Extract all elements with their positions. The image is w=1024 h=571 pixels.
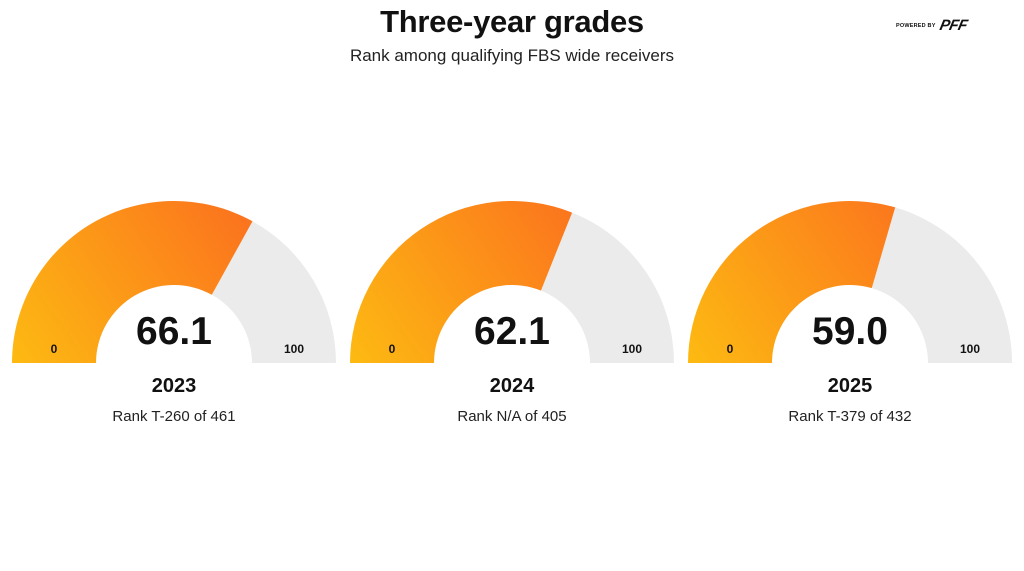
gauge-rank-2025: Rank T-379 of 432 bbox=[788, 408, 911, 425]
gauge-min-label: 0 bbox=[727, 342, 734, 356]
gauge-rank-2023: Rank T-260 of 461 bbox=[112, 408, 235, 425]
gauge-year-2025: 2025 bbox=[828, 375, 873, 397]
gauge-year-2024: 2024 bbox=[490, 375, 535, 397]
gauge-track-2024 bbox=[540, 212, 674, 363]
gauge-max-label: 100 bbox=[622, 342, 642, 356]
gauge-min-label: 0 bbox=[389, 342, 396, 356]
chart-subtitle: Rank among qualifying FBS wide receivers bbox=[349, 46, 675, 65]
gauge-max-label: 100 bbox=[960, 342, 980, 356]
gauge-value-2025: 59.0 bbox=[812, 310, 888, 353]
gauge-value-2023: 66.1 bbox=[136, 310, 212, 353]
gauge-2024: 62.1 0 100 2024 Rank N/A of 405 bbox=[350, 201, 674, 425]
brand-powered-by: POWERED BY bbox=[896, 22, 936, 29]
gauge-fill-2023 bbox=[12, 201, 253, 363]
gauge-year-2023: 2023 bbox=[152, 375, 197, 397]
gauge-min-label: 0 bbox=[51, 342, 58, 356]
chart-title: Three-year grades bbox=[380, 4, 644, 39]
gauge-value-2024: 62.1 bbox=[474, 310, 550, 353]
gauge-track-2023 bbox=[211, 221, 336, 363]
gauge-fill-2024 bbox=[350, 201, 573, 363]
brand-logo: POWERED BY PFF bbox=[896, 17, 968, 34]
gauge-track-2025 bbox=[871, 207, 1012, 363]
gauge-2023: 66.1 0 100 2023 Rank T-260 of 461 bbox=[12, 201, 336, 425]
gauge-max-label: 100 bbox=[284, 342, 304, 356]
gauge-rank-2024: Rank N/A of 405 bbox=[457, 408, 566, 425]
gauge-fill-2025 bbox=[688, 200, 896, 363]
gauge-2025: 59.0 0 100 2025 Rank T-379 of 432 bbox=[688, 200, 1012, 425]
